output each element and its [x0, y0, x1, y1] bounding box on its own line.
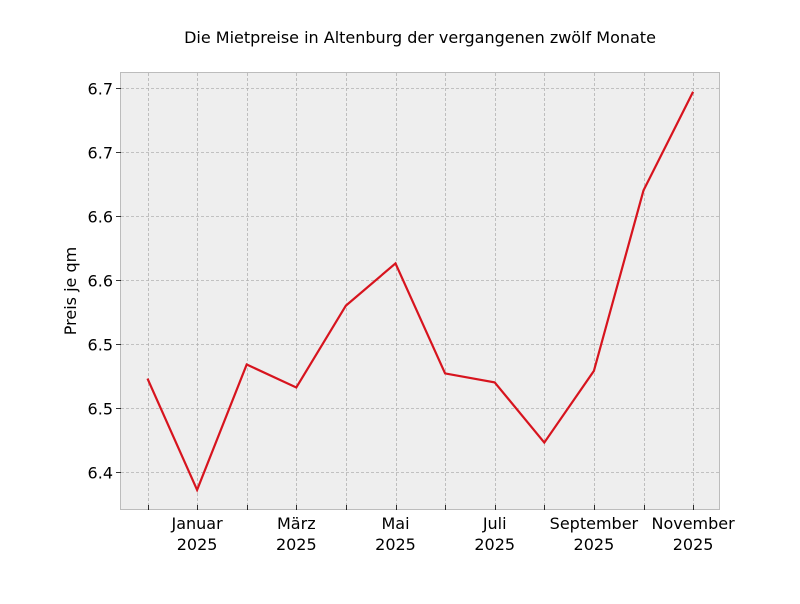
x-axis: Januar 2025 März 2025 Mai 2025 Juli 2025 Septemb…	[148, 505, 735, 554]
x-tick-label-month: Mai	[381, 514, 409, 533]
y-tick-label: 6.5	[88, 400, 113, 419]
chart-title: Die Mietpreise in Altenburg der vergange…	[184, 28, 656, 47]
y-tick-label: 6.6	[88, 208, 113, 227]
x-tick-label-month: Januar	[171, 514, 224, 533]
y-tick-label: 6.7	[88, 80, 113, 99]
x-tick-label-year: 2025	[474, 535, 515, 554]
y-axis-label: Preis je qm	[61, 247, 80, 335]
y-tick-label: 6.5	[88, 336, 113, 355]
x-tick-label-month: September	[550, 514, 639, 533]
x-tick-label-year: 2025	[375, 535, 416, 554]
x-tick-label-year: 2025	[574, 535, 615, 554]
price-line	[146, 91, 695, 493]
y-tick-label: 6.7	[88, 144, 113, 163]
x-tick-label-month: März	[277, 514, 316, 533]
grid-lines	[121, 73, 719, 509]
y-axis: 6.4 6.5 6.5 6.6 6.6 6.7 6.7	[88, 80, 121, 483]
y-tick-label: 6.6	[88, 272, 113, 291]
x-tick-label-month: Juli	[482, 514, 507, 533]
plot-area	[120, 72, 720, 510]
x-tick-label-month: November	[651, 514, 735, 533]
x-tick-label-year: 2025	[177, 535, 218, 554]
x-tick-label-year: 2025	[673, 535, 714, 554]
y-tick-label: 6.4	[88, 464, 113, 483]
x-tick-label-year: 2025	[276, 535, 317, 554]
